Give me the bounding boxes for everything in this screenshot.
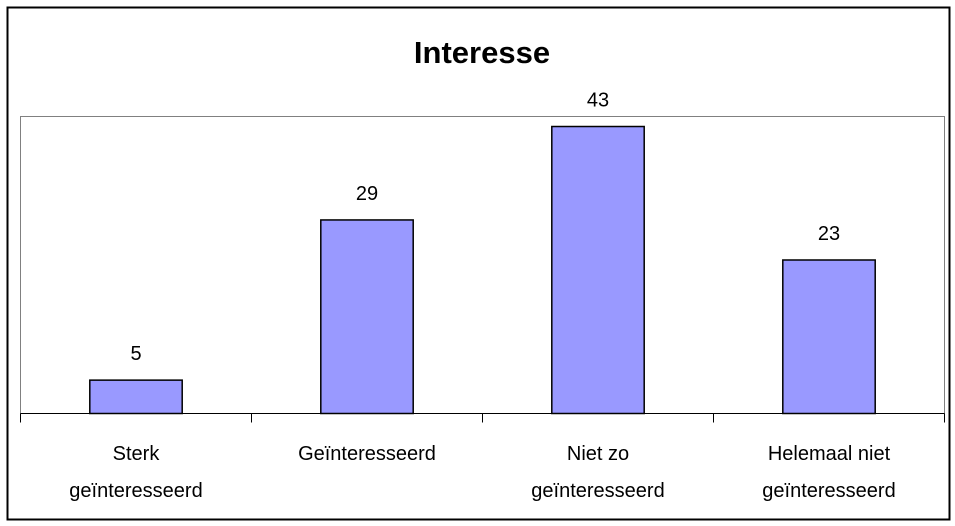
- bar: [89, 379, 183, 415]
- x-tick-label: Geïnteresseerd: [298, 443, 436, 465]
- x-tick-label: Niet zo geïnteresseerd: [531, 443, 664, 502]
- value-label: 43: [587, 90, 609, 112]
- bar: [551, 125, 645, 415]
- chart-title: Interesse: [414, 35, 550, 70]
- x-tick-label: Helemaal niet geïnteresseerd: [762, 443, 895, 502]
- value-label: 29: [356, 183, 378, 205]
- value-label: 23: [818, 223, 840, 245]
- bar: [320, 219, 414, 415]
- x-tick-label: Sterk geïnteresseerd: [69, 443, 202, 502]
- bar: [782, 259, 876, 415]
- value-label: 5: [130, 343, 141, 365]
